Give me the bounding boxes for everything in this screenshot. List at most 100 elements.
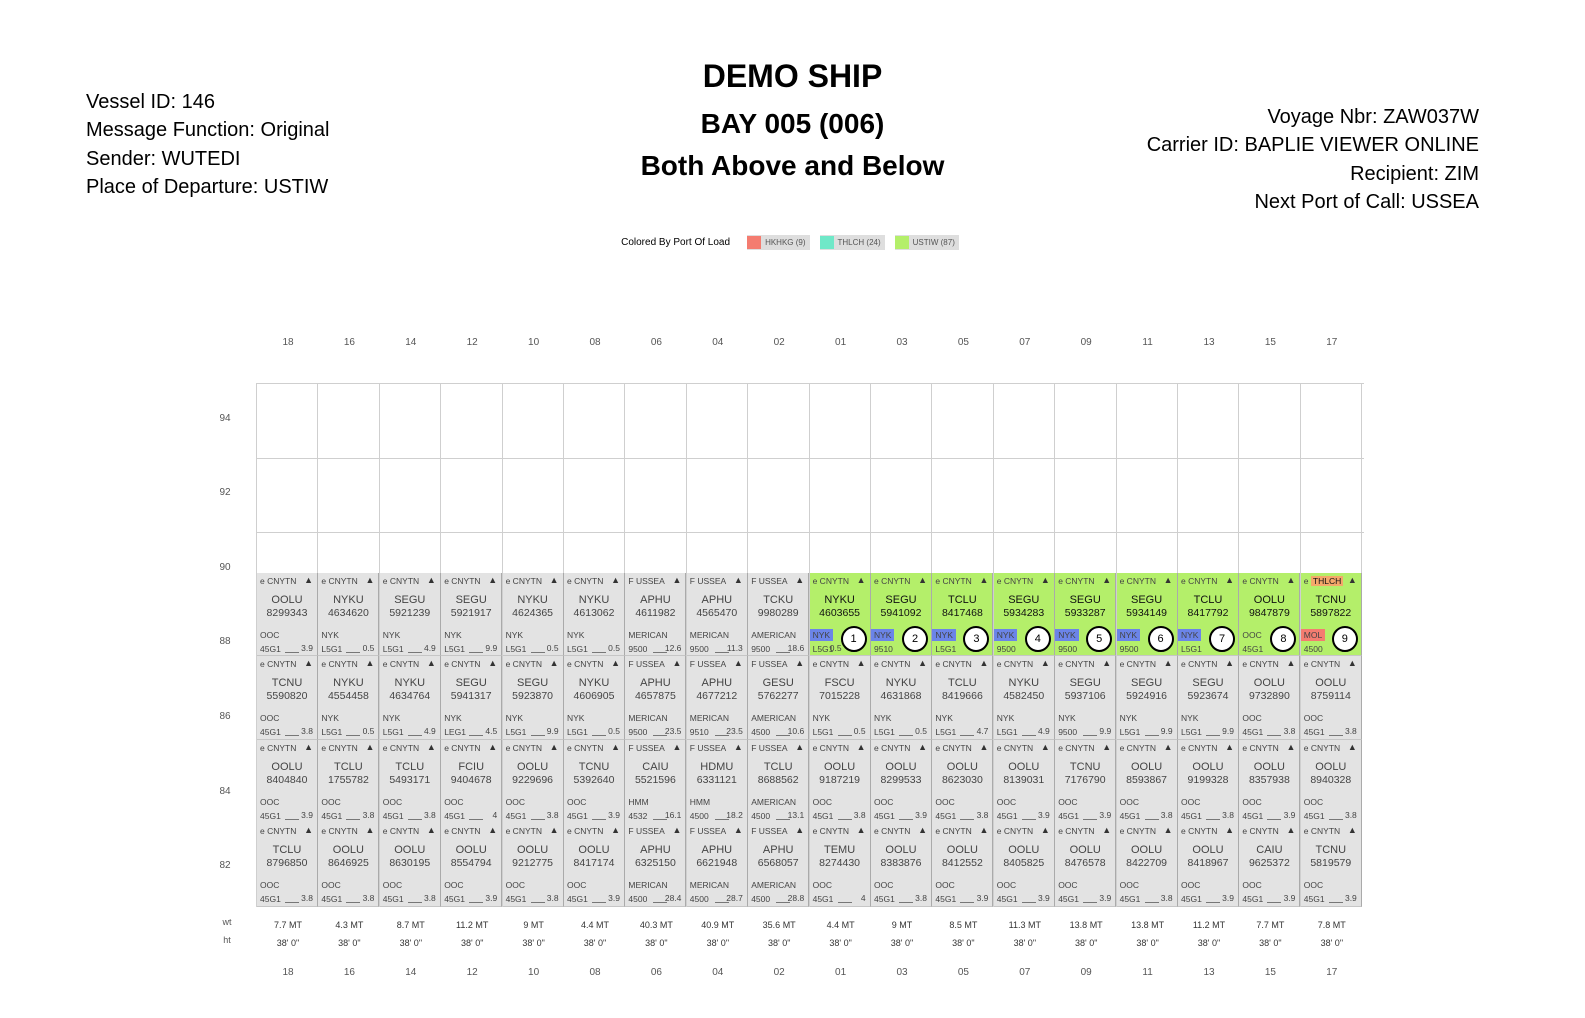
sort-up-icon[interactable]: ▲ (1040, 575, 1050, 585)
container-slot[interactable]: e CNYTN ▲ NYKU 4582450 NYK L5G1 4.9 (993, 656, 1055, 740)
sort-up-icon[interactable]: ▲ (672, 825, 682, 835)
container-slot[interactable]: e CNYTN ▲ OOLU 8405825 OOC 45G1 3.9 (993, 823, 1055, 907)
container-slot[interactable]: e CNYTN ▲ OOLU 8139031 OOC 45G1 3.9 (993, 740, 1055, 824)
container-slot[interactable]: e CNYTN ▲ SEGU 5923870 NYK L5G1 9.9 (502, 656, 564, 740)
sort-up-icon[interactable]: ▲ (979, 825, 989, 835)
container-slot[interactable]: e CNYTN ▲ NYKU 4634764 NYK L5G1 4.9 (379, 656, 441, 740)
sort-up-icon[interactable]: ▲ (918, 575, 927, 585)
legend-item-hkhkg[interactable]: HKHKG (9) (747, 235, 810, 250)
sequence-badge[interactable]: 7 (1209, 626, 1235, 652)
container-slot[interactable]: e CNYTN ▲ OOLU 8299343 OOC 45G1 3.9 (257, 573, 318, 656)
container-slot[interactable]: F USSEA ▲ CAIU 5521596 HMM 4532 16.1 (625, 740, 687, 824)
sort-up-icon[interactable]: ▲ (488, 825, 498, 835)
sort-up-icon[interactable]: ▲ (365, 575, 375, 585)
container-slot[interactable]: e CNYTN ▲ SEGU 5934149 NYK 9500 6 (1116, 573, 1178, 656)
sort-up-icon[interactable]: ▲ (1225, 575, 1234, 585)
sort-up-icon[interactable]: ▲ (611, 742, 620, 752)
sort-up-icon[interactable]: ▲ (488, 658, 498, 668)
legend-item-thlch[interactable]: THLCH (24) (819, 235, 885, 250)
container-slot[interactable]: e CNYTN ▲ NYKU 4634620 NYK L5G1 0.5 (318, 573, 380, 656)
sort-up-icon[interactable]: ▲ (1102, 825, 1112, 835)
container-slot[interactable]: e CNYTN ▲ OOLU 8422709 OOC 45G1 3.8 (1116, 823, 1178, 907)
sort-up-icon[interactable]: ▲ (1102, 742, 1112, 752)
container-slot[interactable]: F USSEA ▲ APHU 4677212 MERICAN 9510 23.5 (686, 656, 748, 740)
sort-up-icon[interactable]: ▲ (979, 742, 989, 752)
container-slot[interactable]: e CNYTN ▲ OOLU 8646925 OOC 45G1 3.8 (318, 823, 380, 907)
sort-up-icon[interactable]: ▲ (611, 658, 620, 668)
sort-up-icon[interactable]: ▲ (1286, 742, 1296, 752)
container-slot[interactable]: e CNYTN ▲ OOLU 9212775 OOC 45G1 3.8 (502, 823, 564, 907)
sort-up-icon[interactable]: ▲ (1102, 575, 1112, 585)
container-slot[interactable]: e THLCH ▲ TCNU 5897822 MOL 4500 9 (1300, 573, 1362, 656)
container-slot[interactable]: F USSEA ▲ APHU 4565470 MERICAN 9500 11.3 (686, 573, 748, 656)
sort-up-icon[interactable]: ▲ (304, 825, 313, 835)
container-slot[interactable]: e CNYTN ▲ OOLU 8357938 OOC 45G1 3.9 (1239, 740, 1301, 824)
container-slot[interactable]: F USSEA ▲ APHU 4611982 MERICAN 9500 12.6 (625, 573, 687, 656)
sort-up-icon[interactable]: ▲ (1225, 658, 1234, 668)
container-slot[interactable]: e CNYTN ▲ TCLU 1755782 OOC 45G1 3.8 (318, 740, 380, 824)
sort-up-icon[interactable]: ▲ (426, 742, 436, 752)
sequence-badge[interactable]: 5 (1086, 626, 1113, 652)
sort-up-icon[interactable]: ▲ (1225, 742, 1234, 752)
container-slot[interactable]: e CNYTN ▲ NYKU 4631868 NYK L5G1 0.5 (871, 656, 932, 740)
container-slot[interactable]: e CNYTN ▲ FSCU 7015228 NYK L5G1 0.5 (809, 656, 871, 740)
container-slot[interactable]: e CNYTN ▲ TEMU 8274430 OOC 45G1 4 (809, 823, 871, 907)
sort-up-icon[interactable]: ▲ (611, 825, 620, 835)
container-slot[interactable]: e CNYTN ▲ SEGU 5941317 NYK LEG1 4.5 (441, 656, 503, 740)
container-slot[interactable]: e CNYTN ▲ SEGU 5937106 NYK 9500 9.9 (1055, 656, 1117, 740)
sort-up-icon[interactable]: ▲ (1102, 658, 1112, 668)
container-slot[interactable]: e CNYTN ▲ TCLU 5493171 OOC 45G1 3.8 (379, 740, 441, 824)
sort-up-icon[interactable]: ▲ (856, 575, 866, 585)
sort-up-icon[interactable]: ▲ (1040, 658, 1050, 668)
container-slot[interactable]: e CNYTN ▲ OOLU 9732890 OOC 45G1 3.8 (1239, 656, 1301, 740)
sort-up-icon[interactable]: ▲ (1286, 825, 1296, 835)
container-slot[interactable]: e CNYTN ▲ OOLU 8412552 OOC 45G1 3.9 (932, 823, 994, 907)
container-slot[interactable]: e CNYTN ▲ TCNU 5590820 OOC 45G1 3.8 (257, 656, 318, 740)
sort-up-icon[interactable]: ▲ (1347, 825, 1357, 835)
sort-up-icon[interactable]: ▲ (1163, 825, 1173, 835)
legend-item-ustiw[interactable]: USTIW (87) (894, 235, 959, 250)
container-slot[interactable]: F USSEA ▲ TCKU 9980289 AMERICAN 9500 18.6 (748, 573, 810, 656)
sequence-badge[interactable]: 2 (902, 626, 928, 652)
container-slot[interactable]: F USSEA ▲ APHU 4657875 MERICAN 9500 23.5 (625, 656, 687, 740)
container-slot[interactable]: e CNYTN ▲ SEGU 5933287 NYK 9500 5 (1055, 573, 1117, 656)
sort-up-icon[interactable]: ▲ (733, 742, 743, 752)
container-slot[interactable]: F USSEA ▲ APHU 6621948 MERICAN 4500 28.7 (686, 823, 748, 907)
sort-up-icon[interactable]: ▲ (1163, 658, 1173, 668)
sort-up-icon[interactable]: ▲ (1163, 575, 1173, 585)
sort-up-icon[interactable]: ▲ (611, 575, 620, 585)
sort-up-icon[interactable]: ▲ (795, 658, 805, 668)
sequence-badge[interactable]: 6 (1147, 626, 1174, 652)
container-slot[interactable]: e CNYTN ▲ TCLU 8796850 OOC 45G1 3.8 (257, 823, 318, 907)
sort-up-icon[interactable]: ▲ (365, 825, 375, 835)
container-slot[interactable]: e CNYTN ▲ TCNU 5819579 OOC 45G1 3.9 (1300, 823, 1362, 907)
container-slot[interactable]: e CNYTN ▲ OOLU 8299533 OOC 45G1 3.9 (871, 740, 932, 824)
container-slot[interactable]: e CNYTN ▲ NYKU 4613062 NYK L5G1 0.5 (564, 573, 625, 656)
sort-up-icon[interactable]: ▲ (549, 825, 559, 835)
sort-up-icon[interactable]: ▲ (856, 742, 866, 752)
container-slot[interactable]: e CNYTN ▲ OOLU 8940328 OOC 45G1 3.8 (1300, 740, 1362, 824)
container-slot[interactable]: e CNYTN ▲ OOLU 9187219 OOC 45G1 3.8 (809, 740, 871, 824)
container-slot[interactable]: F USSEA ▲ HDMU 6331121 HMM 4500 18.2 (686, 740, 748, 824)
container-slot[interactable]: e CNYTN ▲ NYKU 4603655 NYK L5G1 0.5 1 (809, 573, 871, 656)
container-slot[interactable]: e CNYTN ▲ OOLU 9847879 OOC 45G1 8 (1239, 573, 1301, 656)
sequence-badge[interactable]: 3 (963, 626, 990, 652)
sort-up-icon[interactable]: ▲ (1040, 825, 1050, 835)
container-slot[interactable]: e CNYTN ▲ SEGU 5924916 NYK L5G1 9.9 (1116, 656, 1178, 740)
container-slot[interactable]: e CNYTN ▲ NYKU 4624365 NYK L5G1 0.5 (502, 573, 564, 656)
container-slot[interactable]: e CNYTN ▲ OOLU 8623030 OOC 45G1 3.8 (932, 740, 994, 824)
sort-up-icon[interactable]: ▲ (733, 825, 743, 835)
sequence-badge[interactable]: 1 (840, 626, 867, 652)
container-slot[interactable]: e CNYTN ▲ TCNU 7176790 OOC 45G1 3.9 (1055, 740, 1117, 824)
sort-up-icon[interactable]: ▲ (365, 658, 375, 668)
sort-up-icon[interactable]: ▲ (1163, 742, 1173, 752)
sort-up-icon[interactable]: ▲ (979, 575, 989, 585)
container-slot[interactable]: e CNYTN ▲ OOLU 8383876 OOC 45G1 3.8 (871, 823, 932, 907)
container-slot[interactable]: F USSEA ▲ APHU 6568057 AMERICAN 4500 28.8 (748, 823, 810, 907)
container-slot[interactable]: e CNYTN ▲ SEGU 5921239 NYK L5G1 4.9 (379, 573, 441, 656)
container-slot[interactable]: e CNYTN ▲ OOLU 8630195 OOC 45G1 3.8 (379, 823, 441, 907)
sort-up-icon[interactable]: ▲ (426, 575, 436, 585)
container-slot[interactable]: F USSEA ▲ TCLU 8688562 AMERICAN 4500 13.1 (748, 740, 810, 824)
container-slot[interactable]: e CNYTN ▲ TCLU 8417792 NYK L5G1 7 (1178, 573, 1239, 656)
container-slot[interactable]: e CNYTN ▲ OOLU 9199328 OOC 45G1 3.8 (1178, 740, 1239, 824)
